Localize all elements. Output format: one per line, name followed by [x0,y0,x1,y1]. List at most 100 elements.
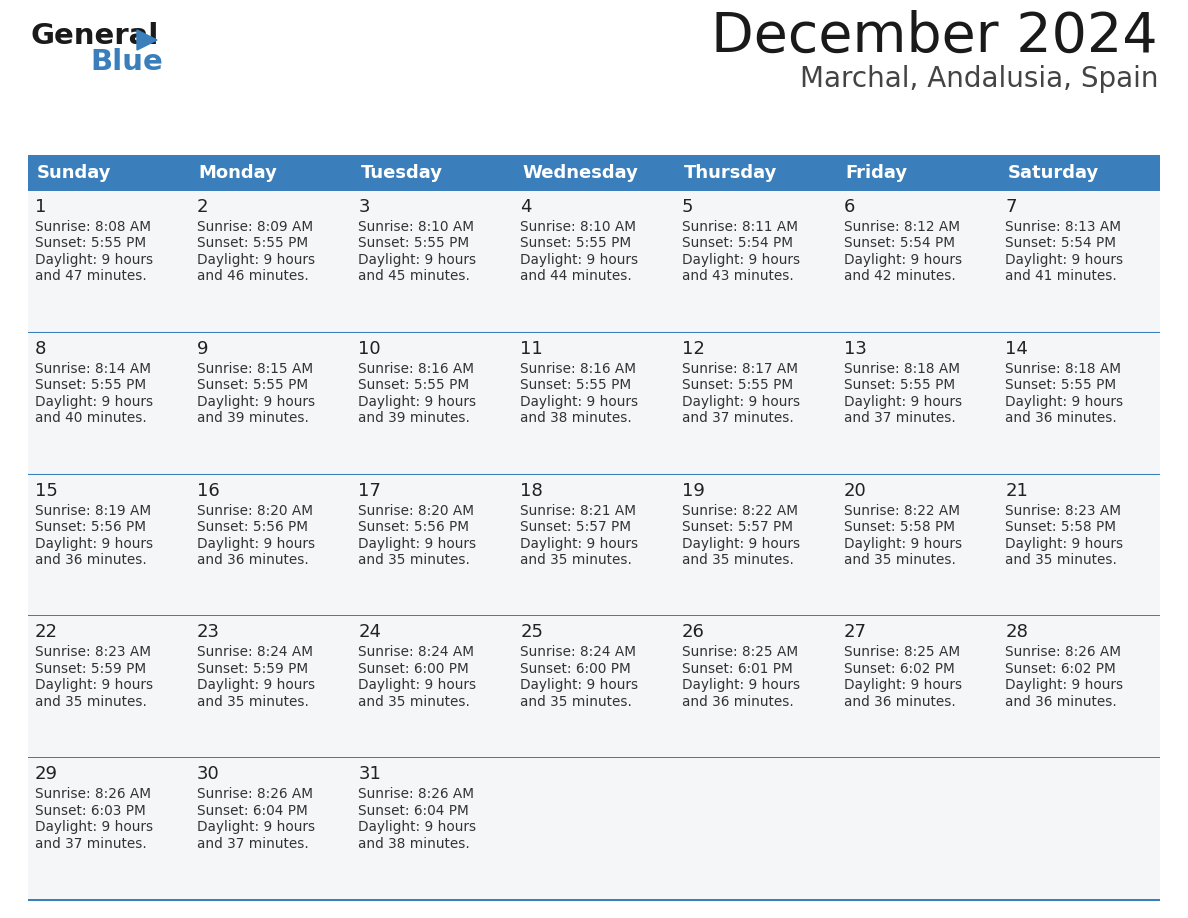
Text: General: General [30,22,158,50]
Text: Daylight: 9 hours: Daylight: 9 hours [1005,253,1124,267]
Text: Daylight: 9 hours: Daylight: 9 hours [359,820,476,834]
Text: Daylight: 9 hours: Daylight: 9 hours [34,678,153,692]
Text: 9: 9 [197,340,208,358]
Text: Sunrise: 8:17 AM: Sunrise: 8:17 AM [682,362,798,375]
Text: Daylight: 9 hours: Daylight: 9 hours [34,395,153,409]
Text: December 2024: December 2024 [712,10,1158,64]
Text: Sunrise: 8:22 AM: Sunrise: 8:22 AM [843,504,960,518]
Text: 7: 7 [1005,198,1017,216]
Text: and 36 minutes.: and 36 minutes. [197,554,309,567]
Text: Sunset: 5:55 PM: Sunset: 5:55 PM [682,378,792,392]
Text: Sunset: 6:00 PM: Sunset: 6:00 PM [520,662,631,676]
Text: and 36 minutes.: and 36 minutes. [682,695,794,709]
Text: Sunrise: 8:19 AM: Sunrise: 8:19 AM [34,504,151,518]
Text: Monday: Monday [198,164,278,182]
Text: Daylight: 9 hours: Daylight: 9 hours [197,395,315,409]
Text: Daylight: 9 hours: Daylight: 9 hours [682,253,800,267]
Text: and 35 minutes.: and 35 minutes. [359,695,470,709]
Text: Daylight: 9 hours: Daylight: 9 hours [520,537,638,551]
Text: Friday: Friday [846,164,908,182]
Text: Sunset: 5:55 PM: Sunset: 5:55 PM [843,378,955,392]
Text: 12: 12 [682,340,704,358]
Text: and 35 minutes.: and 35 minutes. [1005,554,1117,567]
Text: Sunset: 5:55 PM: Sunset: 5:55 PM [520,378,631,392]
Text: Sunrise: 8:20 AM: Sunrise: 8:20 AM [359,504,474,518]
Text: Sunset: 5:58 PM: Sunset: 5:58 PM [843,521,955,534]
Text: 15: 15 [34,482,58,499]
Polygon shape [137,30,157,50]
Text: Sunrise: 8:24 AM: Sunrise: 8:24 AM [520,645,636,659]
Text: Sunset: 5:55 PM: Sunset: 5:55 PM [34,237,146,251]
Text: Daylight: 9 hours: Daylight: 9 hours [843,537,962,551]
Text: 2: 2 [197,198,208,216]
Text: Sunrise: 8:10 AM: Sunrise: 8:10 AM [520,220,636,234]
Text: Sunset: 5:59 PM: Sunset: 5:59 PM [197,662,308,676]
Text: Sunset: 5:55 PM: Sunset: 5:55 PM [197,378,308,392]
Text: Daylight: 9 hours: Daylight: 9 hours [1005,678,1124,692]
Text: Thursday: Thursday [684,164,777,182]
Text: Sunrise: 8:26 AM: Sunrise: 8:26 AM [359,788,474,801]
Text: Daylight: 9 hours: Daylight: 9 hours [843,395,962,409]
Text: and 45 minutes.: and 45 minutes. [359,270,470,284]
Text: Sunrise: 8:13 AM: Sunrise: 8:13 AM [1005,220,1121,234]
Text: and 47 minutes.: and 47 minutes. [34,270,147,284]
Text: Sunrise: 8:23 AM: Sunrise: 8:23 AM [1005,504,1121,518]
Text: Daylight: 9 hours: Daylight: 9 hours [1005,395,1124,409]
Text: and 36 minutes.: and 36 minutes. [34,554,147,567]
Text: Daylight: 9 hours: Daylight: 9 hours [682,395,800,409]
Text: Daylight: 9 hours: Daylight: 9 hours [520,253,638,267]
Text: Daylight: 9 hours: Daylight: 9 hours [34,537,153,551]
Text: Sunrise: 8:24 AM: Sunrise: 8:24 AM [359,645,474,659]
Text: Sunset: 5:55 PM: Sunset: 5:55 PM [359,378,469,392]
Text: 18: 18 [520,482,543,499]
Text: Sunrise: 8:09 AM: Sunrise: 8:09 AM [197,220,312,234]
Text: and 35 minutes.: and 35 minutes. [359,554,470,567]
Text: 14: 14 [1005,340,1028,358]
Text: and 37 minutes.: and 37 minutes. [34,836,147,851]
Text: Sunrise: 8:18 AM: Sunrise: 8:18 AM [843,362,960,375]
Text: Sunset: 6:02 PM: Sunset: 6:02 PM [843,662,954,676]
Text: Sunset: 5:56 PM: Sunset: 5:56 PM [359,521,469,534]
Text: Daylight: 9 hours: Daylight: 9 hours [843,678,962,692]
Text: Daylight: 9 hours: Daylight: 9 hours [359,395,476,409]
Text: 13: 13 [843,340,866,358]
Text: Sunrise: 8:26 AM: Sunrise: 8:26 AM [197,788,312,801]
Text: 11: 11 [520,340,543,358]
Text: 27: 27 [843,623,866,642]
Text: Daylight: 9 hours: Daylight: 9 hours [359,678,476,692]
Text: Marchal, Andalusia, Spain: Marchal, Andalusia, Spain [800,65,1158,93]
Text: Sunrise: 8:22 AM: Sunrise: 8:22 AM [682,504,798,518]
Text: 29: 29 [34,766,58,783]
Text: Sunset: 5:59 PM: Sunset: 5:59 PM [34,662,146,676]
Text: Sunset: 5:55 PM: Sunset: 5:55 PM [520,237,631,251]
Text: and 42 minutes.: and 42 minutes. [843,270,955,284]
Text: Sunset: 5:55 PM: Sunset: 5:55 PM [1005,378,1117,392]
Text: and 35 minutes.: and 35 minutes. [520,695,632,709]
Text: Daylight: 9 hours: Daylight: 9 hours [843,253,962,267]
Text: Sunrise: 8:25 AM: Sunrise: 8:25 AM [843,645,960,659]
Text: 4: 4 [520,198,532,216]
Text: Sunset: 6:01 PM: Sunset: 6:01 PM [682,662,792,676]
Text: Daylight: 9 hours: Daylight: 9 hours [359,537,476,551]
Text: 21: 21 [1005,482,1028,499]
Text: 28: 28 [1005,623,1028,642]
Text: 16: 16 [197,482,220,499]
Text: Daylight: 9 hours: Daylight: 9 hours [197,678,315,692]
Text: Sunrise: 8:26 AM: Sunrise: 8:26 AM [1005,645,1121,659]
Text: and 38 minutes.: and 38 minutes. [359,836,470,851]
Text: Sunset: 6:04 PM: Sunset: 6:04 PM [359,803,469,818]
Text: and 39 minutes.: and 39 minutes. [359,411,470,425]
Text: and 35 minutes.: and 35 minutes. [34,695,147,709]
Text: Sunset: 5:54 PM: Sunset: 5:54 PM [843,237,955,251]
Text: Sunrise: 8:20 AM: Sunrise: 8:20 AM [197,504,312,518]
Text: Sunrise: 8:12 AM: Sunrise: 8:12 AM [843,220,960,234]
Text: Sunrise: 8:24 AM: Sunrise: 8:24 AM [197,645,312,659]
Text: and 43 minutes.: and 43 minutes. [682,270,794,284]
Text: 6: 6 [843,198,855,216]
Text: and 35 minutes.: and 35 minutes. [520,554,632,567]
Text: Sunrise: 8:15 AM: Sunrise: 8:15 AM [197,362,312,375]
Text: Sunrise: 8:14 AM: Sunrise: 8:14 AM [34,362,151,375]
Text: 23: 23 [197,623,220,642]
Text: 10: 10 [359,340,381,358]
Text: Sunset: 6:03 PM: Sunset: 6:03 PM [34,803,146,818]
